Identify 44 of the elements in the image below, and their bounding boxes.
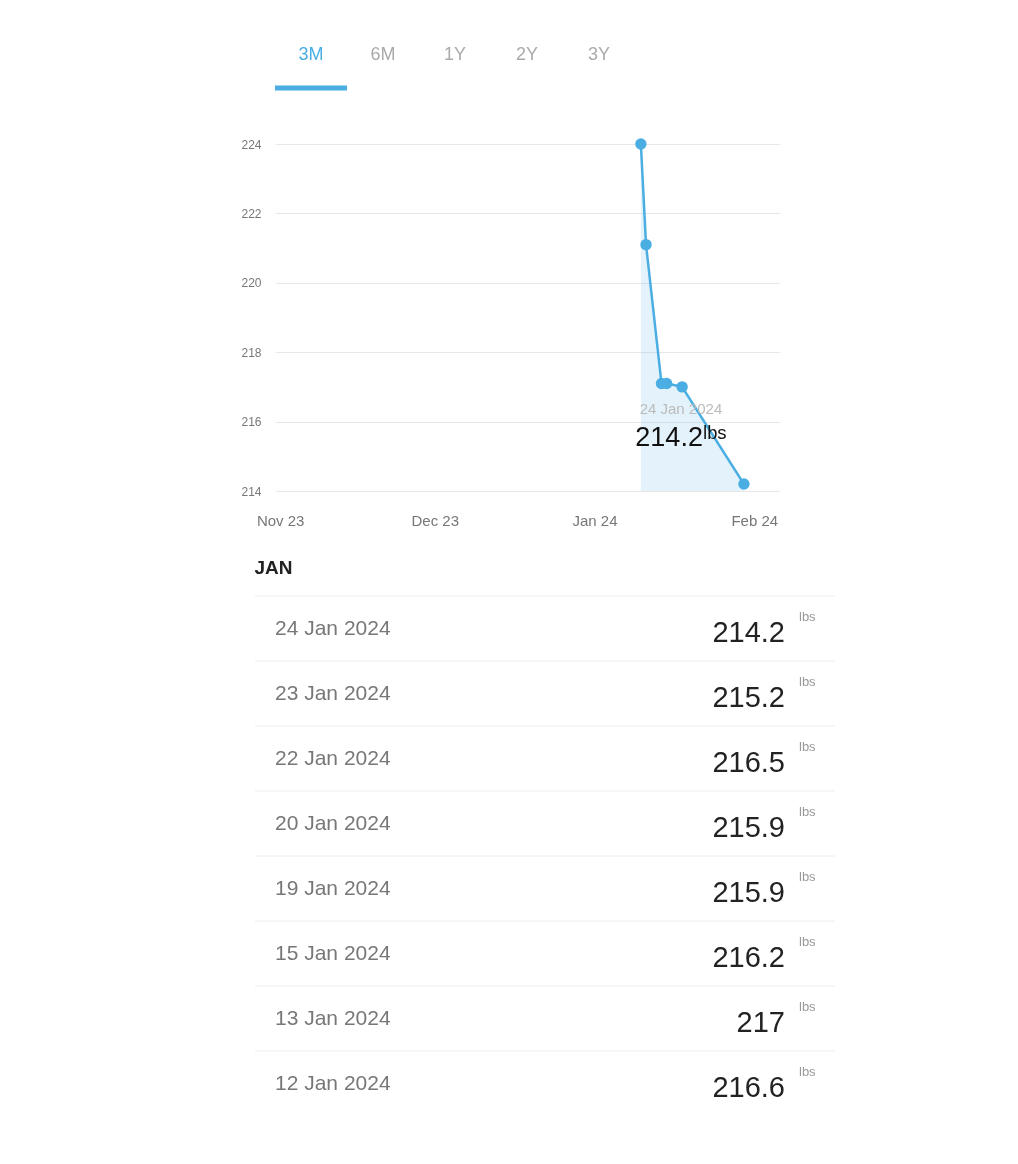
text: lbs bbox=[799, 998, 816, 1014]
category-label: 15 Jan 2024 bbox=[275, 940, 391, 964]
point bbox=[676, 381, 688, 393]
text: lbs bbox=[799, 738, 816, 754]
y-tick-label: 224 bbox=[241, 137, 262, 152]
category-label: 19 Jan 2024 bbox=[275, 875, 391, 899]
text: lbs bbox=[799, 933, 816, 949]
text: lbs bbox=[799, 803, 816, 819]
point bbox=[635, 138, 647, 150]
category-label: 23 Jan 2024 bbox=[275, 680, 391, 704]
category-label: 24 Jan 2024 bbox=[275, 615, 391, 639]
y-tick-label: 218 bbox=[241, 345, 262, 360]
point bbox=[738, 478, 750, 490]
data-label: 215.9 bbox=[712, 810, 785, 843]
category-label: 22 Jan 2024 bbox=[275, 745, 391, 769]
y-tick-label: 220 bbox=[241, 276, 262, 291]
text: 6M bbox=[370, 44, 396, 64]
y-tick-label: 216 bbox=[241, 415, 262, 430]
category-label: 13 Jan 2024 bbox=[275, 1005, 391, 1029]
data-label: 216.6 bbox=[712, 1070, 785, 1103]
text: 3Y bbox=[587, 44, 611, 64]
text: 1Y bbox=[443, 44, 467, 64]
x-tick-label: Jan 24 bbox=[572, 511, 618, 529]
x-tick-label: Dec 23 bbox=[411, 511, 460, 529]
text: 3M bbox=[298, 44, 324, 64]
x-tick-label: Nov 23 bbox=[256, 511, 305, 529]
data-label: 216.5 bbox=[712, 745, 785, 778]
data-label: 215.9 bbox=[712, 875, 785, 908]
text: lbs bbox=[799, 1063, 816, 1079]
data-label: 216.2 bbox=[712, 940, 785, 973]
text: 2Y bbox=[515, 44, 539, 64]
data-label: 215.2 bbox=[712, 680, 785, 713]
text: lbs bbox=[799, 608, 817, 624]
category-label: 20 Jan 2024 bbox=[275, 810, 391, 834]
y-tick-label: 222 bbox=[241, 206, 262, 221]
x-tick-label: Feb 24 bbox=[731, 511, 779, 529]
text: lbs bbox=[799, 868, 816, 884]
data-label: 214.2 bbox=[712, 615, 785, 648]
point bbox=[640, 238, 652, 251]
text: lbs bbox=[799, 673, 816, 689]
text: JAN bbox=[254, 556, 293, 578]
category-label: 12 Jan 2024 bbox=[275, 1070, 391, 1094]
data-label: 217 bbox=[736, 1005, 785, 1038]
y-tick-label: 214 bbox=[241, 484, 262, 499]
